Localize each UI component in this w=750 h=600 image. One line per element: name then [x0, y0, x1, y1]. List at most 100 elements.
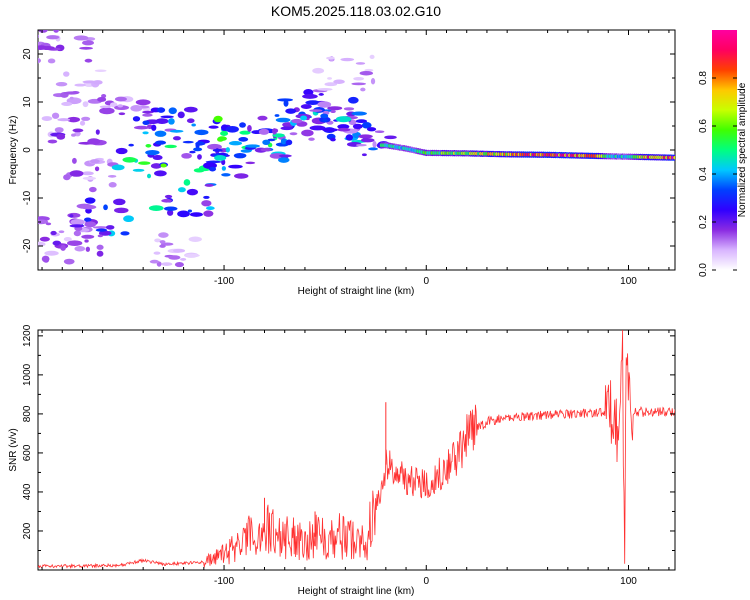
spectrogram-blob [84, 221, 97, 228]
spectrogram-blob [201, 200, 212, 207]
colorbar-tick-label: 0.6 [698, 119, 709, 133]
spectrogram-blob [186, 118, 195, 124]
snr-y-tick-label: 200 [22, 522, 33, 539]
spectrogram-blob [277, 98, 293, 102]
spectrogram-blob [347, 96, 359, 104]
spectrogram-blob [173, 248, 186, 253]
spectrogram-blob [85, 246, 91, 252]
spectrogram-blob [247, 125, 252, 132]
spectrogram-blob [163, 206, 178, 211]
spectrogram-blob [221, 173, 231, 177]
ridge-core [673, 155, 675, 160]
x-tick-label: 100 [620, 276, 637, 287]
spectrogram-blob [221, 166, 226, 171]
spectrogram-blob [53, 30, 59, 33]
spectrogram-blob [111, 164, 125, 171]
spectrogram-blob [145, 149, 160, 156]
spectrogram-blob [183, 106, 198, 113]
snr-x-tick-label: 0 [423, 576, 429, 587]
spectrogram-blob [205, 206, 215, 211]
spectrogram-blob [169, 129, 184, 133]
spectrogram-blob [84, 239, 89, 243]
spectrogram-blob [142, 110, 154, 114]
spectrogram-blob [302, 93, 318, 99]
spectrogram-blob [285, 108, 297, 114]
spectrogram-blob [52, 240, 62, 246]
spectrogram-blob [72, 157, 77, 164]
spectrogram-blob [99, 105, 112, 109]
spectrogram-blob [74, 246, 86, 252]
spectrogram-blob [73, 35, 89, 41]
spectrogram-blob [67, 116, 81, 123]
spectrogram-blob [70, 219, 85, 226]
spectrogram-blob [203, 195, 210, 199]
spectrogram-blob [267, 138, 276, 142]
spectrogram-blob [213, 115, 223, 123]
spectrogram-blob [130, 105, 143, 112]
spectrogram-blob [63, 236, 72, 242]
spectrogram-blob [150, 163, 162, 169]
spectrogram-blob [208, 125, 219, 129]
spectrogram-blob [272, 133, 285, 138]
spectrogram-blob [114, 207, 129, 214]
spectrogram-blob [203, 210, 214, 217]
spectrogram-blob [291, 118, 303, 124]
spectrogram-blob [164, 144, 177, 149]
spectrogram-blob [82, 176, 97, 180]
spectrogram-blob [69, 170, 84, 177]
spectrogram-blob [97, 96, 107, 102]
spectrogram-blob [303, 89, 314, 96]
spectrogram-blob [245, 144, 260, 148]
spectrogram-blob [233, 152, 247, 159]
spectrogram-blob [89, 159, 100, 164]
spectrogram-y-title: Frequency (Hz) [8, 116, 19, 185]
spectrogram-blob [214, 155, 227, 161]
spectrogram-blob [239, 122, 246, 128]
spectrogram-blob [301, 129, 314, 137]
spectrogram-blob [369, 54, 375, 60]
snr-panel: 200 400 600 800 1000 1200 -100 0 100 Height of … [8, 324, 676, 597]
spectrogram-blob [148, 205, 164, 211]
snr-series-line [38, 330, 675, 569]
spectrogram-blob [188, 236, 202, 242]
colorbar-tick-label: 0.2 [698, 215, 709, 229]
spectrogram-blob [355, 119, 368, 124]
spectrogram-blob [154, 170, 167, 177]
spectrogram-blob [72, 128, 84, 133]
spectrogram-blob [154, 238, 161, 243]
spectrogram-blob [152, 155, 163, 161]
spectrogram-blob [41, 46, 55, 51]
spectrogram-blob [107, 175, 117, 178]
spectrogram-blob [184, 253, 200, 258]
spectrogram-blob [89, 186, 97, 193]
spectrogram-blob [164, 194, 173, 199]
y-tick-label: -10 [22, 190, 33, 205]
spectrogram-blob [95, 228, 108, 232]
spectrogram-blob [96, 250, 104, 257]
spectrogram-blob [337, 127, 351, 132]
spectrogram-blob [308, 137, 315, 141]
colorbar-label: Normalized spectral amplitude [737, 82, 748, 217]
spectrogram-blob [189, 150, 196, 154]
spectrogram-blob [212, 148, 223, 152]
spectrogram-blob [160, 115, 174, 119]
spectrogram-blob [82, 40, 94, 46]
spectrogram-blob [63, 71, 70, 77]
y-tick-label: 0 [22, 147, 33, 153]
spectrogram-blob [370, 78, 376, 85]
spectrogram-blob [277, 157, 290, 163]
spectrogram-blob [305, 100, 321, 105]
spectrogram-blob [39, 236, 50, 242]
x-tick-label: -100 [214, 276, 234, 287]
spectrogram-blob [156, 107, 166, 113]
spectrogram-blob [159, 240, 166, 244]
spectrogram-frame [37, 29, 676, 271]
snr-y-tick-label: 1200 [22, 324, 33, 347]
spectrogram-blob [318, 93, 324, 96]
spectrogram-blob [364, 68, 374, 72]
spectrogram-blob [289, 132, 298, 136]
spectrogram-blob [168, 107, 177, 115]
spectrogram-blob [167, 209, 174, 216]
spectrogram-blob [368, 147, 378, 151]
